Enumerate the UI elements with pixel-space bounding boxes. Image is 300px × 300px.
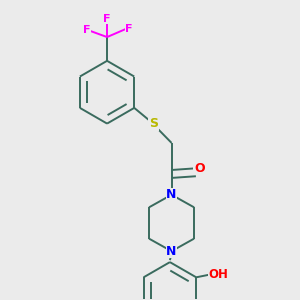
Text: S: S (149, 117, 158, 130)
Text: F: F (103, 14, 111, 24)
Text: O: O (194, 162, 205, 175)
Text: OH: OH (209, 268, 229, 281)
Text: N: N (167, 188, 177, 201)
Text: F: F (125, 24, 133, 34)
Text: F: F (82, 26, 90, 35)
Text: N: N (167, 245, 177, 258)
